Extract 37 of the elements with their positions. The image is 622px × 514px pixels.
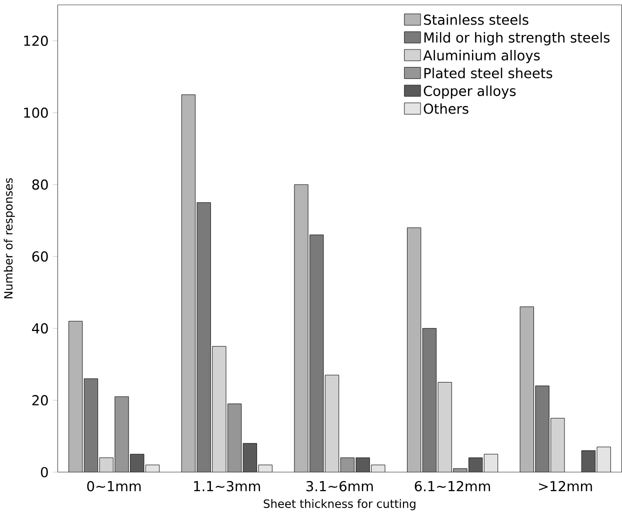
x-tick-label: 0∼1mm: [87, 481, 141, 492]
y-tick-label: 40: [32, 323, 48, 334]
bar: [99, 458, 114, 472]
x-tick-label: 6.1∼12mm: [414, 481, 490, 492]
bar: [596, 446, 611, 472]
bar: [294, 184, 308, 472]
x-axis-title: Sheet thickness for cutting: [264, 499, 416, 510]
bar: [484, 454, 498, 472]
bar: [407, 227, 422, 472]
bar: [520, 306, 534, 472]
bar: [310, 234, 324, 472]
bar: [212, 346, 226, 472]
legend-label: Mild or high strength steels: [424, 32, 610, 46]
bar: [181, 94, 196, 472]
legend-label: Others: [424, 103, 468, 114]
y-tick-label: 60: [32, 251, 48, 262]
x-tick-label: 3.1∼6mm: [306, 481, 373, 492]
bar: [422, 328, 437, 472]
x-tick-label: >12mm: [539, 481, 592, 492]
y-tick-label: 0: [40, 466, 48, 478]
bar: [438, 382, 452, 472]
bar: [196, 202, 211, 472]
bar: [68, 320, 83, 472]
y-tick-label: 120: [24, 36, 48, 46]
bar: [84, 378, 98, 472]
y-axis-title: Number of responses: [4, 178, 15, 298]
bar: [550, 418, 565, 472]
legend-label: Plated steel sheets: [424, 68, 552, 78]
bar: [535, 386, 550, 472]
legend-label: Stainless steels: [424, 14, 528, 25]
legend-label: Copper alloys: [424, 86, 516, 99]
legend-label: Aluminium alloys: [423, 50, 540, 64]
y-tick-label: 100: [24, 108, 48, 118]
x-tick-label: 1.1∼3mm: [194, 481, 260, 492]
y-tick-label: 20: [32, 395, 48, 406]
y-tick-label: 80: [32, 179, 48, 190]
bar: [324, 374, 340, 472]
